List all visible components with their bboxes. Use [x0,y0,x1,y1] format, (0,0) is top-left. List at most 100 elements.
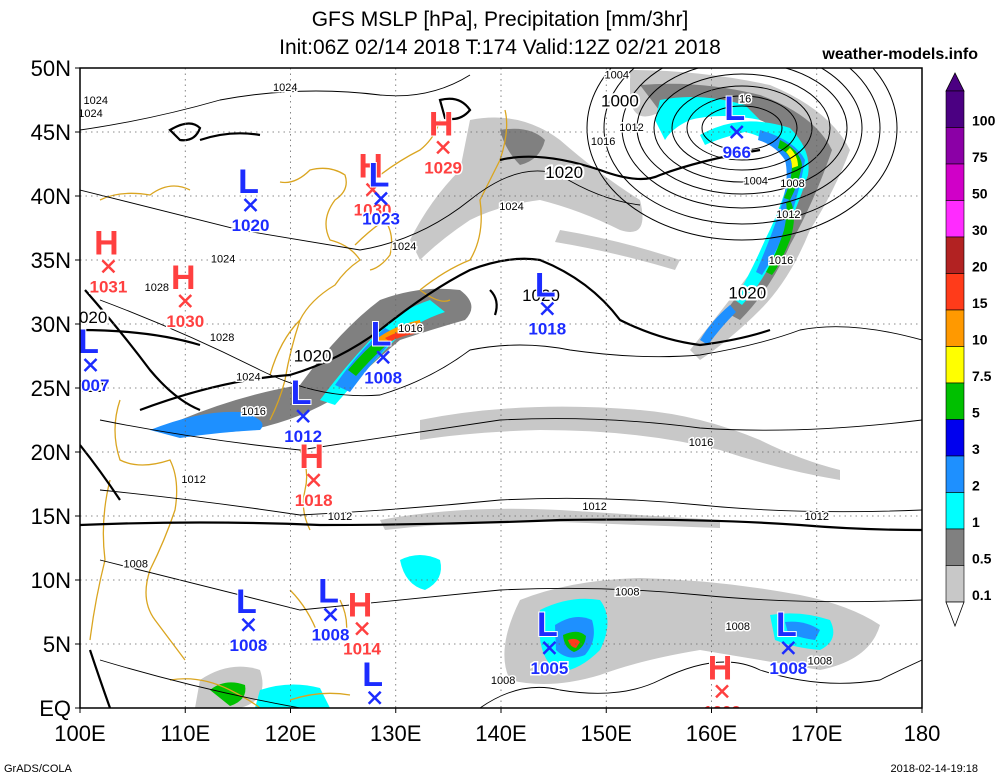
legend-label: 10 [972,332,988,348]
legend-swatch [945,200,965,238]
legend-label: 75 [972,149,988,165]
center-value: 1031 [90,277,128,296]
center-letter: L [724,90,745,128]
legend-bottom-arrow [945,601,965,628]
center-letter: L [369,157,390,195]
center-marker [241,617,256,632]
lon-label: 160E [686,721,737,746]
isobar-label: 1016 [241,406,265,418]
center-letter: H [299,438,324,476]
footer-credit: GrADS/COLA [4,763,72,775]
low-pressure-center: L 1008 [363,314,404,389]
center-marker [540,301,555,316]
center-letter: L [238,163,259,201]
isobar-label: 1012 [776,209,800,221]
center-letter: L [318,573,339,611]
isobar-label: 1012 [181,474,205,486]
center-letter: L [236,583,257,621]
longitude-labels: 100E 110E 120E 130E 140E 150E 160E 170E 180 [54,721,940,746]
borders [80,97,498,708]
legend-label: 1 [972,514,980,530]
isobar-label: 1024 [84,95,108,107]
center-letter: H [171,259,196,297]
isobar-label: 1024 [392,241,416,253]
low-pressure-center: L 1007 [78,322,111,397]
low-pressure-center: L 1008 [310,572,351,647]
lat-label: 35N [31,248,71,273]
center-letter: L [78,323,99,361]
legend-swatch [945,528,965,566]
legend-label: 30 [972,222,988,238]
isobar-label: 1028 [145,282,169,294]
isobar-label: 1008 [615,587,639,599]
isobar-label: 1024 [499,201,523,213]
legend-label: 100 [972,113,996,129]
lat-label: EQ [39,696,71,721]
lon-label: 140E [475,721,526,746]
center-value: 1018 [295,491,333,510]
isobar-label: 1012 [328,511,352,523]
isobar-label: 1012 [805,511,829,523]
legend-swatch [945,163,965,201]
isobar-label: 1008 [124,558,148,570]
lon-label: 110E [160,721,210,746]
isobar-label: 1012 [619,122,643,134]
legend-swatch [945,382,965,420]
center-value: 1008 [312,626,350,645]
isobar-label: 1020 [545,163,583,182]
isobar-label: 1024 [78,108,102,120]
isobar-label: 16 [739,94,751,106]
center-letter: L [535,267,556,305]
isobar-label: 1008 [808,656,832,668]
lat-label: 15N [31,504,71,529]
center-value: 1029 [424,158,462,177]
isobar-label: 1024 [273,82,297,94]
low-pressure-center: L 1012 [283,373,324,448]
isobar-label: 1016 [769,255,793,267]
isobar-label: 1008 [780,178,804,190]
lat-label: 40N [31,184,71,209]
isobar-label: 1004 [605,69,629,81]
center-marker [101,259,116,274]
isobar-label: 1012 [582,501,606,513]
center-letter: H [348,587,373,625]
center-letter: L [776,606,797,644]
low-pressure-center: L 1005 [529,605,570,680]
isobar-label: 1016 [398,323,422,335]
lat-label: 5N [43,632,71,657]
legend-top-arrow [945,72,965,92]
isobar-label: 1016 [591,136,615,148]
center-marker [355,621,369,636]
center-marker [376,350,391,365]
center-marker [781,640,796,655]
lon-label: 170E [791,721,842,746]
isobar-label: 1020 [728,284,766,303]
center-marker [436,140,450,155]
center-value: 1020 [232,216,270,235]
isobar-label: 1016 [689,437,713,449]
isobar-label: 1020 [294,346,332,365]
center-marker [374,191,388,206]
isobars [80,68,922,708]
legend-swatch [945,492,965,530]
center-letter: L [371,315,392,353]
low-pressure-center: L 1023 [361,156,402,231]
center-value: 1008 [364,368,402,387]
site-credit: weather-models.info [822,46,978,63]
center-value: 1023 [362,210,400,229]
legend-swatch [945,346,965,384]
center-value: 1030 [354,201,392,220]
lat-label: 25N [31,376,71,401]
lon-label: 100E [54,721,105,746]
center-letter: L [537,606,558,644]
low-pressure-center: L 1008 [228,582,269,657]
center-value: 1014 [343,640,381,659]
isobar-label: 1020 [522,286,560,305]
center-value: 1009 [703,702,741,721]
center-value: 1012 [284,427,322,446]
isobar-label: 1008 [726,621,750,633]
legend-swatch [945,565,965,603]
